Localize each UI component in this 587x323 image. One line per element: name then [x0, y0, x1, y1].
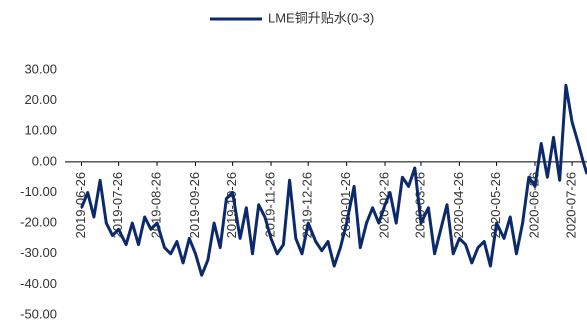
x-tick-label: 2020-05-26 — [488, 172, 503, 239]
data-line — [80, 83, 587, 277]
y-tick-label: -40.00 — [20, 276, 57, 291]
x-tick-label: 2020-04-26 — [451, 172, 466, 239]
x-tick-label: 2019-10-26 — [224, 172, 239, 239]
y-tick-label: -50.00 — [20, 306, 57, 321]
x-tick-label: 2019-07-26 — [110, 172, 125, 239]
legend-label: LME铜升贴水(0-3) — [268, 10, 374, 25]
x-tick-label: 2019-09-26 — [187, 172, 202, 239]
y-tick-label: -30.00 — [20, 245, 57, 260]
x-tick-label: 2019-06-26 — [73, 172, 88, 239]
y-tick-label: 30.00 — [24, 61, 57, 76]
x-tick-label: 2019-08-26 — [148, 172, 163, 239]
x-tick-label: 2020-07-26 — [564, 172, 579, 239]
x-tick-label: 2019-12-26 — [300, 172, 315, 239]
y-tick-label: -20.00 — [20, 215, 57, 230]
x-tick-label: 2020-06-26 — [526, 172, 541, 239]
x-tick-label: 2019-11-26 — [262, 172, 277, 238]
y-tick-label: -10.00 — [20, 184, 57, 199]
x-tick-label: 2020-01-26 — [338, 172, 353, 239]
y-tick-label: 20.00 — [24, 92, 57, 107]
y-tick-label: 0.00 — [32, 153, 57, 168]
y-tick-label: 10.00 — [24, 123, 57, 138]
